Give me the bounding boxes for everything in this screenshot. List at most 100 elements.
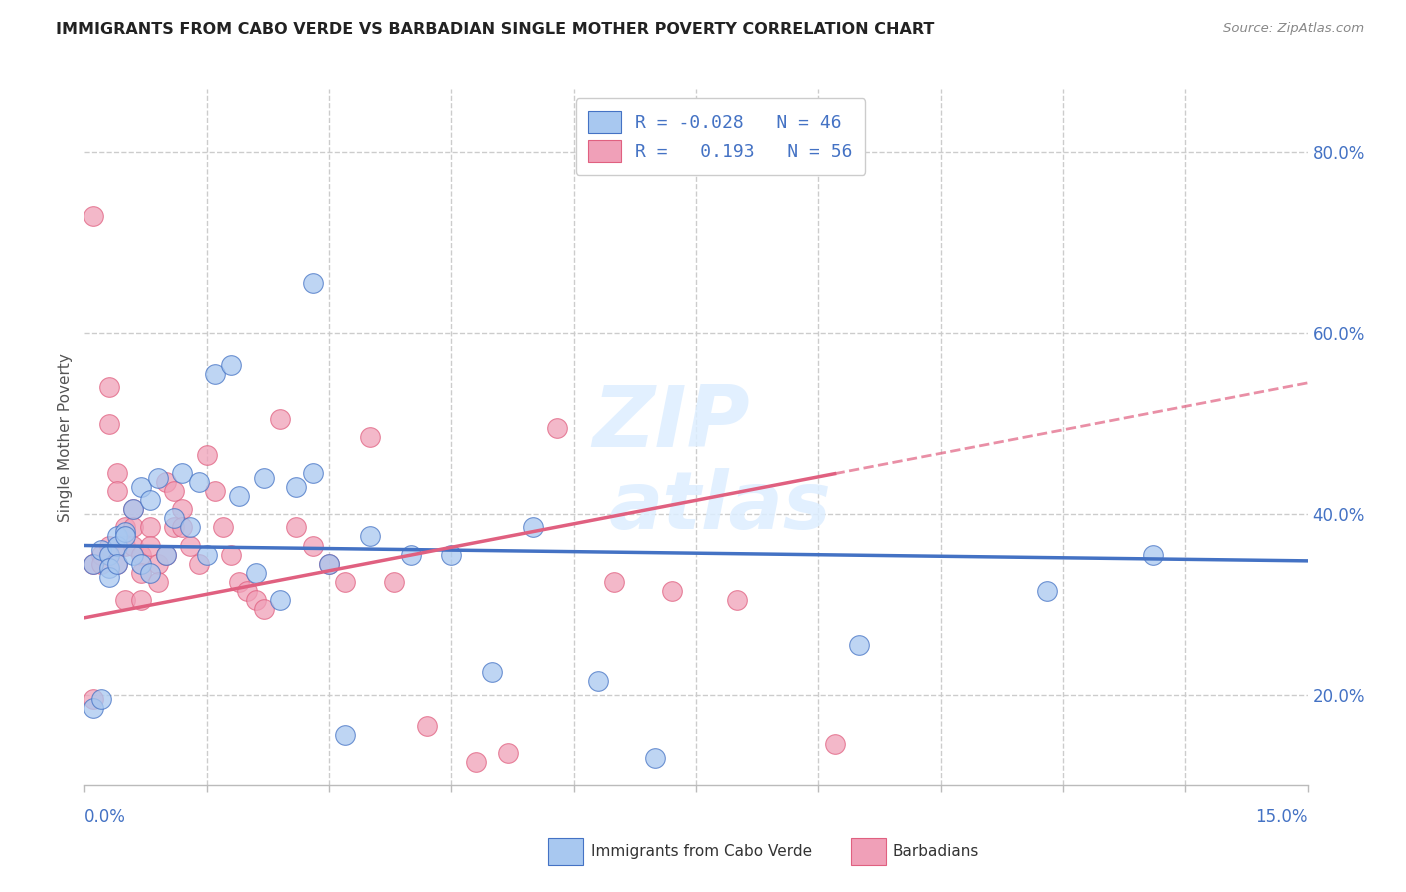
Point — [131, 480, 153, 494]
Point — [105, 467, 128, 481]
Point — [97, 548, 120, 562]
Point — [725, 592, 748, 607]
Y-axis label: Single Mother Poverty: Single Mother Poverty — [58, 352, 73, 522]
Point — [335, 728, 357, 742]
Point — [285, 520, 308, 534]
Point — [269, 412, 291, 426]
Point — [163, 520, 186, 534]
Point — [586, 674, 609, 689]
Point — [382, 574, 405, 589]
Point — [138, 493, 160, 508]
Point — [219, 358, 242, 372]
Point — [122, 520, 145, 534]
Point — [82, 209, 104, 223]
Point — [82, 557, 104, 571]
Point — [498, 747, 520, 761]
Point — [131, 592, 153, 607]
Point — [824, 737, 846, 751]
Point — [285, 480, 308, 494]
Point — [163, 484, 186, 499]
Point — [90, 557, 112, 571]
Point — [105, 529, 128, 543]
Point — [187, 557, 209, 571]
Point — [131, 548, 153, 562]
Point — [97, 570, 120, 584]
Point — [228, 574, 250, 589]
Point — [138, 520, 160, 534]
Point — [228, 489, 250, 503]
Point — [138, 566, 160, 580]
Point — [122, 539, 145, 553]
Point — [90, 692, 112, 706]
Point — [146, 471, 169, 485]
Point — [114, 539, 136, 553]
Point — [253, 601, 276, 615]
Point — [359, 529, 381, 543]
Point — [122, 548, 145, 562]
Point — [1142, 548, 1164, 562]
Point — [82, 701, 104, 715]
Point — [481, 665, 503, 679]
Point — [105, 557, 128, 571]
Point — [335, 574, 357, 589]
Point — [464, 756, 486, 770]
Point — [245, 592, 267, 607]
Point — [122, 502, 145, 516]
Point — [179, 539, 201, 553]
Point — [359, 430, 381, 444]
Point — [219, 548, 242, 562]
Point — [105, 484, 128, 499]
Text: 0.0%: 0.0% — [84, 807, 127, 826]
Text: atlas: atlas — [609, 467, 832, 546]
Point — [195, 448, 218, 462]
Point — [97, 380, 120, 394]
Point — [301, 539, 323, 553]
Point — [155, 548, 177, 562]
Point — [195, 548, 218, 562]
Point — [1035, 583, 1057, 598]
Point — [318, 557, 340, 571]
Point — [163, 511, 186, 525]
Point — [146, 557, 169, 571]
Point — [253, 471, 276, 485]
Point — [399, 548, 422, 562]
Point — [97, 561, 120, 575]
Point — [114, 529, 136, 543]
Point — [90, 548, 112, 562]
Point — [212, 520, 235, 534]
Text: ZIP: ZIP — [593, 382, 751, 465]
Point — [97, 539, 120, 553]
Point — [114, 524, 136, 539]
Text: IMMIGRANTS FROM CABO VERDE VS BARBADIAN SINGLE MOTHER POVERTY CORRELATION CHART: IMMIGRANTS FROM CABO VERDE VS BARBADIAN … — [56, 22, 935, 37]
Point — [848, 638, 870, 652]
Point — [172, 520, 194, 534]
Point — [114, 520, 136, 534]
Point — [245, 566, 267, 580]
Point — [522, 520, 544, 534]
Point — [155, 548, 177, 562]
Point — [644, 751, 666, 765]
Point — [105, 539, 128, 553]
Point — [172, 502, 194, 516]
Point — [122, 502, 145, 516]
Point — [131, 557, 153, 571]
Point — [236, 583, 259, 598]
Point — [97, 548, 120, 562]
Point — [105, 557, 128, 571]
Point — [114, 592, 136, 607]
Point — [416, 719, 439, 733]
Point — [318, 557, 340, 571]
Point — [204, 484, 226, 499]
Point — [90, 543, 112, 558]
Point — [204, 367, 226, 381]
Text: 15.0%: 15.0% — [1256, 807, 1308, 826]
Point — [661, 583, 683, 598]
Point — [155, 475, 177, 490]
Point — [146, 574, 169, 589]
Legend: R = -0.028   N = 46, R =   0.193   N = 56: R = -0.028 N = 46, R = 0.193 N = 56 — [575, 98, 865, 175]
Point — [172, 467, 194, 481]
Text: Source: ZipAtlas.com: Source: ZipAtlas.com — [1223, 22, 1364, 36]
Point — [97, 417, 120, 431]
Point — [440, 548, 463, 562]
Point — [546, 421, 568, 435]
